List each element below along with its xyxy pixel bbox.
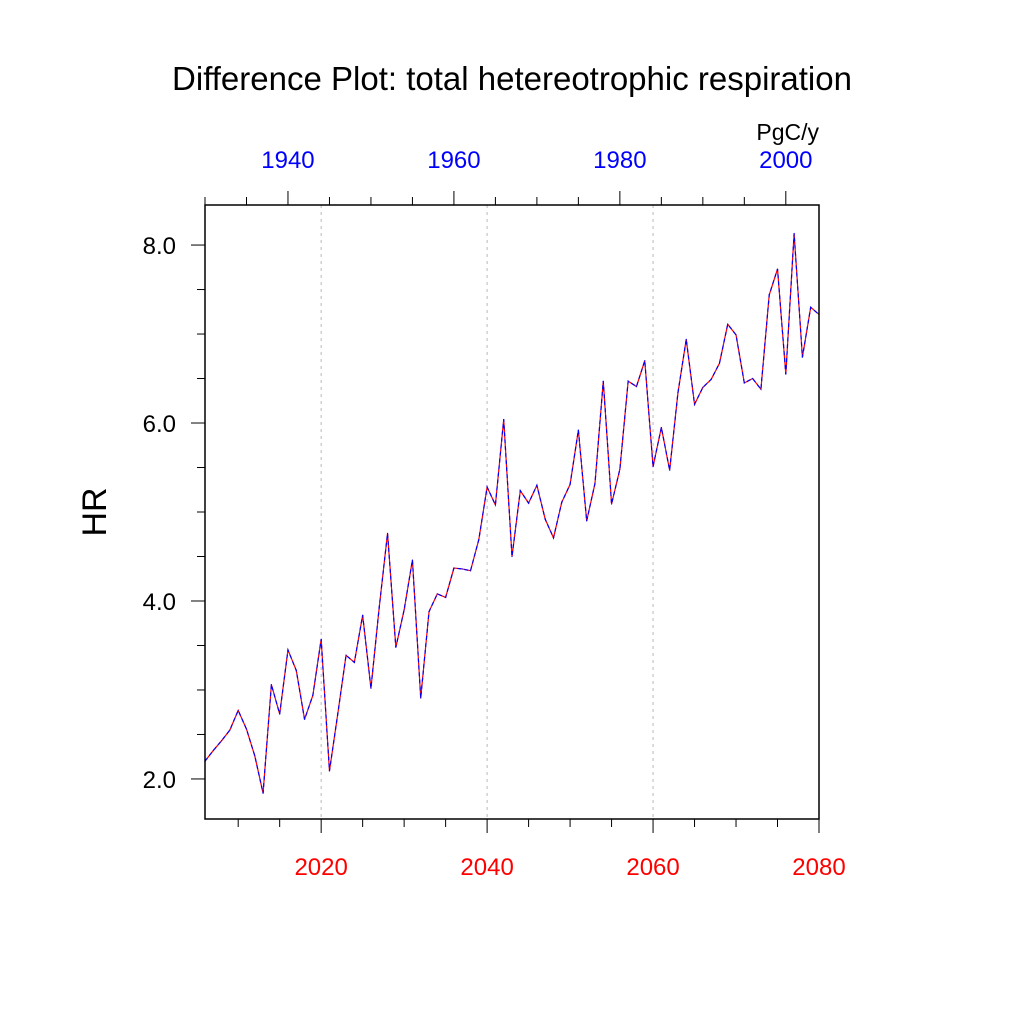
data-point bbox=[669, 469, 671, 471]
bottom-tick-label: 2040 bbox=[460, 854, 513, 881]
data-point bbox=[254, 755, 256, 757]
data-point bbox=[586, 520, 588, 522]
data-point bbox=[793, 232, 795, 235]
data-point bbox=[727, 323, 729, 325]
data-point bbox=[386, 532, 389, 534]
bottom-tick-label: 2020 bbox=[294, 854, 347, 881]
series-line-blue bbox=[204, 233, 820, 794]
data-point bbox=[295, 669, 297, 671]
data-point bbox=[619, 468, 621, 470]
chart-title: Difference Plot: total hetereotrophic re… bbox=[172, 60, 852, 97]
series-layer bbox=[204, 232, 820, 794]
bottom-tick-label: 2080 bbox=[792, 854, 845, 881]
data-point bbox=[594, 482, 596, 485]
data-point bbox=[362, 614, 364, 616]
data-point bbox=[610, 503, 613, 505]
units-label: PgC/y bbox=[756, 119, 819, 145]
data-point bbox=[503, 418, 505, 421]
data-point bbox=[328, 770, 331, 772]
top-tick-label: 2000 bbox=[759, 147, 812, 174]
top-tick-label: 1960 bbox=[427, 147, 480, 174]
data-point bbox=[710, 378, 712, 381]
plot-frame bbox=[204, 204, 820, 820]
series-line-red bbox=[204, 233, 820, 794]
data-point bbox=[569, 483, 571, 486]
data-point bbox=[478, 538, 480, 541]
data-point bbox=[561, 501, 563, 503]
grid-lines bbox=[320, 205, 654, 819]
bottom-tick-label: 2060 bbox=[626, 854, 679, 881]
data-point bbox=[635, 385, 638, 388]
data-point bbox=[287, 649, 289, 651]
data-point bbox=[810, 306, 812, 308]
data-point bbox=[395, 646, 397, 648]
data-point bbox=[785, 373, 787, 375]
data-point bbox=[577, 429, 579, 431]
data-point bbox=[320, 638, 322, 640]
y-tick-label: 4.0 bbox=[143, 589, 176, 616]
data-point bbox=[245, 728, 248, 730]
data-point bbox=[345, 654, 347, 656]
data-point bbox=[411, 559, 414, 561]
data-point bbox=[702, 386, 704, 389]
data-point bbox=[511, 555, 513, 558]
axis-ticks bbox=[191, 191, 820, 833]
y-tick-label: 8.0 bbox=[143, 233, 176, 260]
y-tick-label: 6.0 bbox=[143, 411, 176, 438]
data-point bbox=[428, 611, 430, 613]
data-point bbox=[445, 596, 447, 599]
top-tick-label: 1980 bbox=[593, 147, 646, 174]
data-point bbox=[262, 792, 264, 794]
data-point bbox=[602, 380, 604, 382]
data-point bbox=[536, 484, 538, 486]
data-point bbox=[693, 403, 696, 405]
data-point bbox=[677, 392, 679, 394]
y-axis-label: HR bbox=[76, 487, 114, 536]
data-point bbox=[337, 713, 339, 715]
data-point bbox=[801, 356, 804, 358]
data-point bbox=[220, 740, 223, 742]
data-point bbox=[544, 518, 546, 520]
y-tick-label: 2.0 bbox=[143, 767, 176, 794]
data-point bbox=[270, 684, 272, 686]
data-point bbox=[403, 609, 405, 611]
data-point bbox=[776, 268, 779, 270]
data-point bbox=[453, 567, 455, 569]
data-point bbox=[760, 388, 762, 390]
data-point bbox=[552, 537, 555, 539]
data-point bbox=[420, 697, 422, 699]
data-point bbox=[353, 661, 355, 663]
data-point bbox=[627, 380, 629, 382]
data-point bbox=[229, 729, 231, 731]
data-point bbox=[378, 606, 380, 608]
data-point bbox=[461, 568, 463, 570]
data-point bbox=[469, 570, 472, 572]
data-point bbox=[212, 749, 214, 752]
data-point bbox=[685, 338, 687, 340]
data-point bbox=[752, 377, 754, 380]
data-point bbox=[312, 694, 314, 696]
data-point bbox=[743, 382, 745, 384]
tick-labels: 2020 2040 2060 2080 1940 1960 1980 2000 2.0 4.0 6.… bbox=[143, 147, 846, 881]
data-point bbox=[494, 504, 497, 506]
data-point bbox=[279, 713, 281, 715]
data-point bbox=[519, 490, 521, 492]
data-point bbox=[652, 466, 654, 468]
top-tick-label: 1940 bbox=[261, 147, 314, 174]
data-point bbox=[644, 360, 646, 362]
data-point bbox=[527, 502, 530, 504]
data-point bbox=[303, 718, 306, 720]
data-point bbox=[735, 334, 737, 336]
data-point bbox=[486, 486, 488, 488]
data-point bbox=[718, 362, 721, 364]
data-point bbox=[436, 593, 438, 595]
data-point bbox=[660, 426, 662, 429]
data-point bbox=[237, 709, 239, 712]
data-point bbox=[768, 294, 770, 296]
data-point bbox=[370, 687, 372, 689]
